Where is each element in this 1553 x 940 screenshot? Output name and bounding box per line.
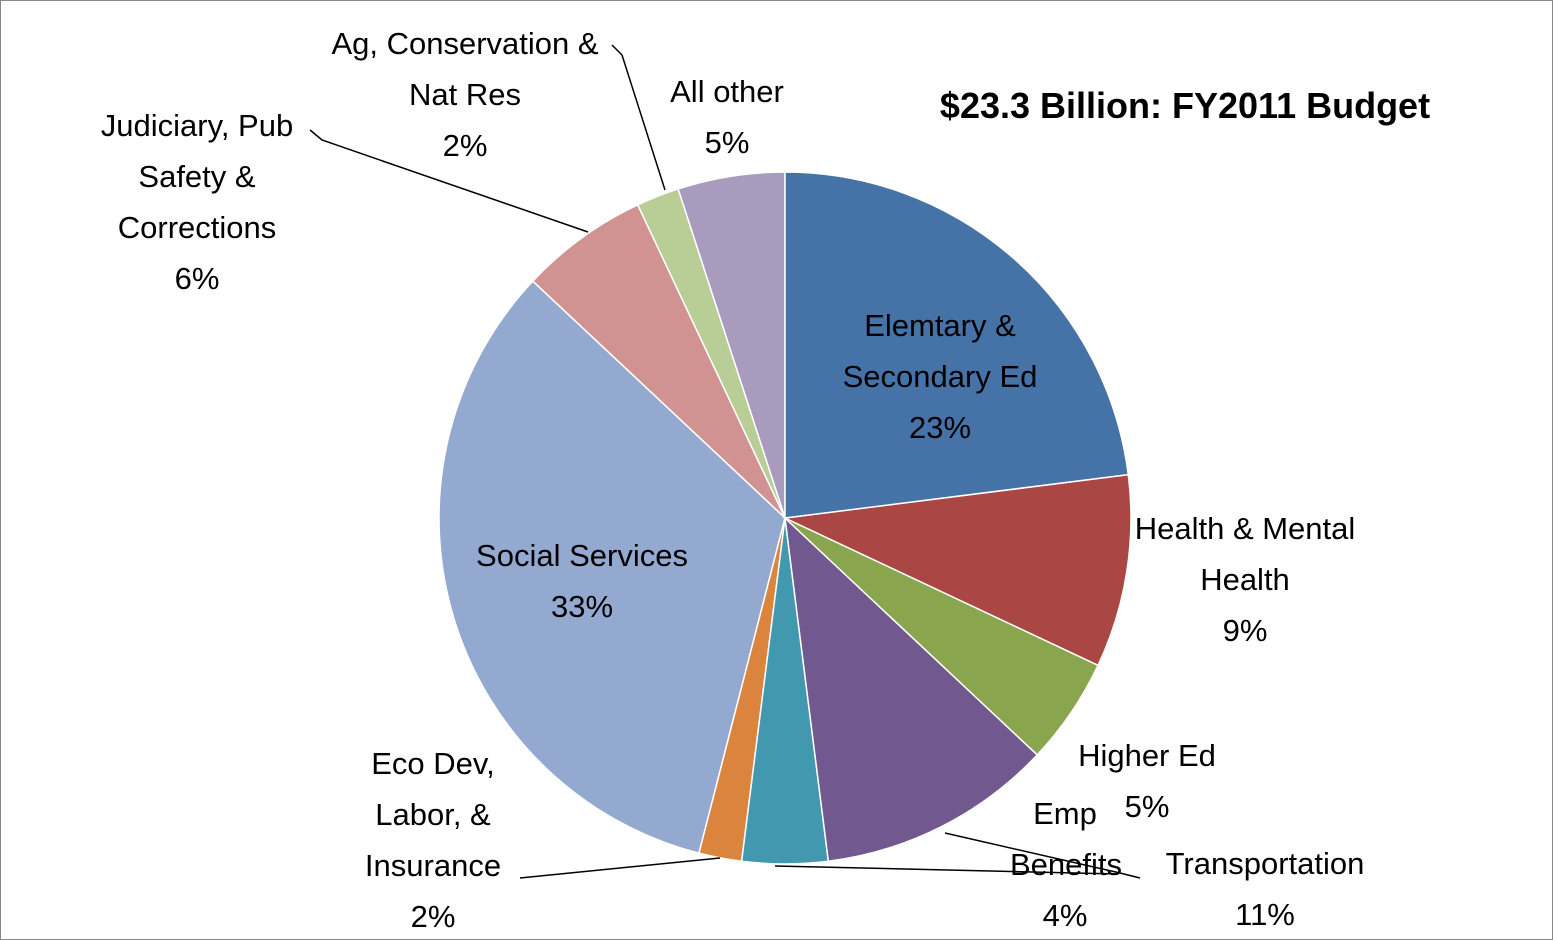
value-label: 11% [1235, 897, 1295, 932]
slice-label: Elemtary & Secondary Ed 23% [820, 300, 1060, 453]
value-label: 4% [1042, 898, 1088, 933]
category-label: Transportation [1165, 846, 1365, 881]
value-label: 6% [174, 261, 220, 296]
category-label: Social Services [476, 538, 688, 573]
slice-label: Transportation 11% [1135, 838, 1395, 940]
slice-label: All other 5% [647, 66, 807, 168]
leader-line [309, 129, 589, 233]
leader-line [519, 857, 721, 879]
slice-label: Higher Ed 5% [1047, 730, 1247, 832]
leader-line [944, 832, 1141, 879]
value-label: 33% [550, 589, 614, 624]
slice-label: Ag, Conservation & Nat Res 2% [320, 18, 610, 171]
category-label: Ag, Conservation & Nat Res [331, 26, 599, 112]
pie-slice [783, 516, 1039, 863]
value-label: 9% [1222, 613, 1268, 648]
value-label: 2% [442, 128, 488, 163]
category-label: Health & Mental Health [1134, 511, 1356, 597]
value-label: 2% [410, 899, 456, 934]
category-label: Judiciary, Pub Safety & Corrections [100, 108, 294, 245]
pie-slice [782, 473, 1132, 667]
pie-slice [531, 203, 786, 519]
slice-label: Social Services 33% [447, 530, 717, 632]
chart-title: $23.3 Billion: FY2011 Budget [939, 85, 1431, 126]
category-label: Elemtary & Secondary Ed [842, 308, 1038, 394]
category-label: Eco Dev, Labor, & Insurance [364, 746, 502, 883]
slice-label: Health & Mental Health 9% [1115, 503, 1375, 656]
value-label: 5% [704, 125, 750, 160]
slice-label: Judiciary, Pub Safety & Corrections 6% [77, 100, 317, 304]
category-label: Emp Benefits [1010, 796, 1123, 882]
pie-slice [438, 280, 786, 855]
pie-slice [784, 171, 1130, 519]
leader-line [611, 44, 666, 191]
slice-label: Emp Benefits 4% [1010, 788, 1123, 940]
leader-lines [309, 44, 1141, 879]
value-label: 23% [908, 410, 972, 445]
category-label: All other [670, 74, 784, 109]
leader-line [774, 865, 1119, 875]
slice-label: Eco Dev, Labor, & Insurance 2% [346, 738, 521, 940]
category-label: Higher Ed [1078, 738, 1216, 773]
value-label: 5% [1124, 789, 1170, 824]
